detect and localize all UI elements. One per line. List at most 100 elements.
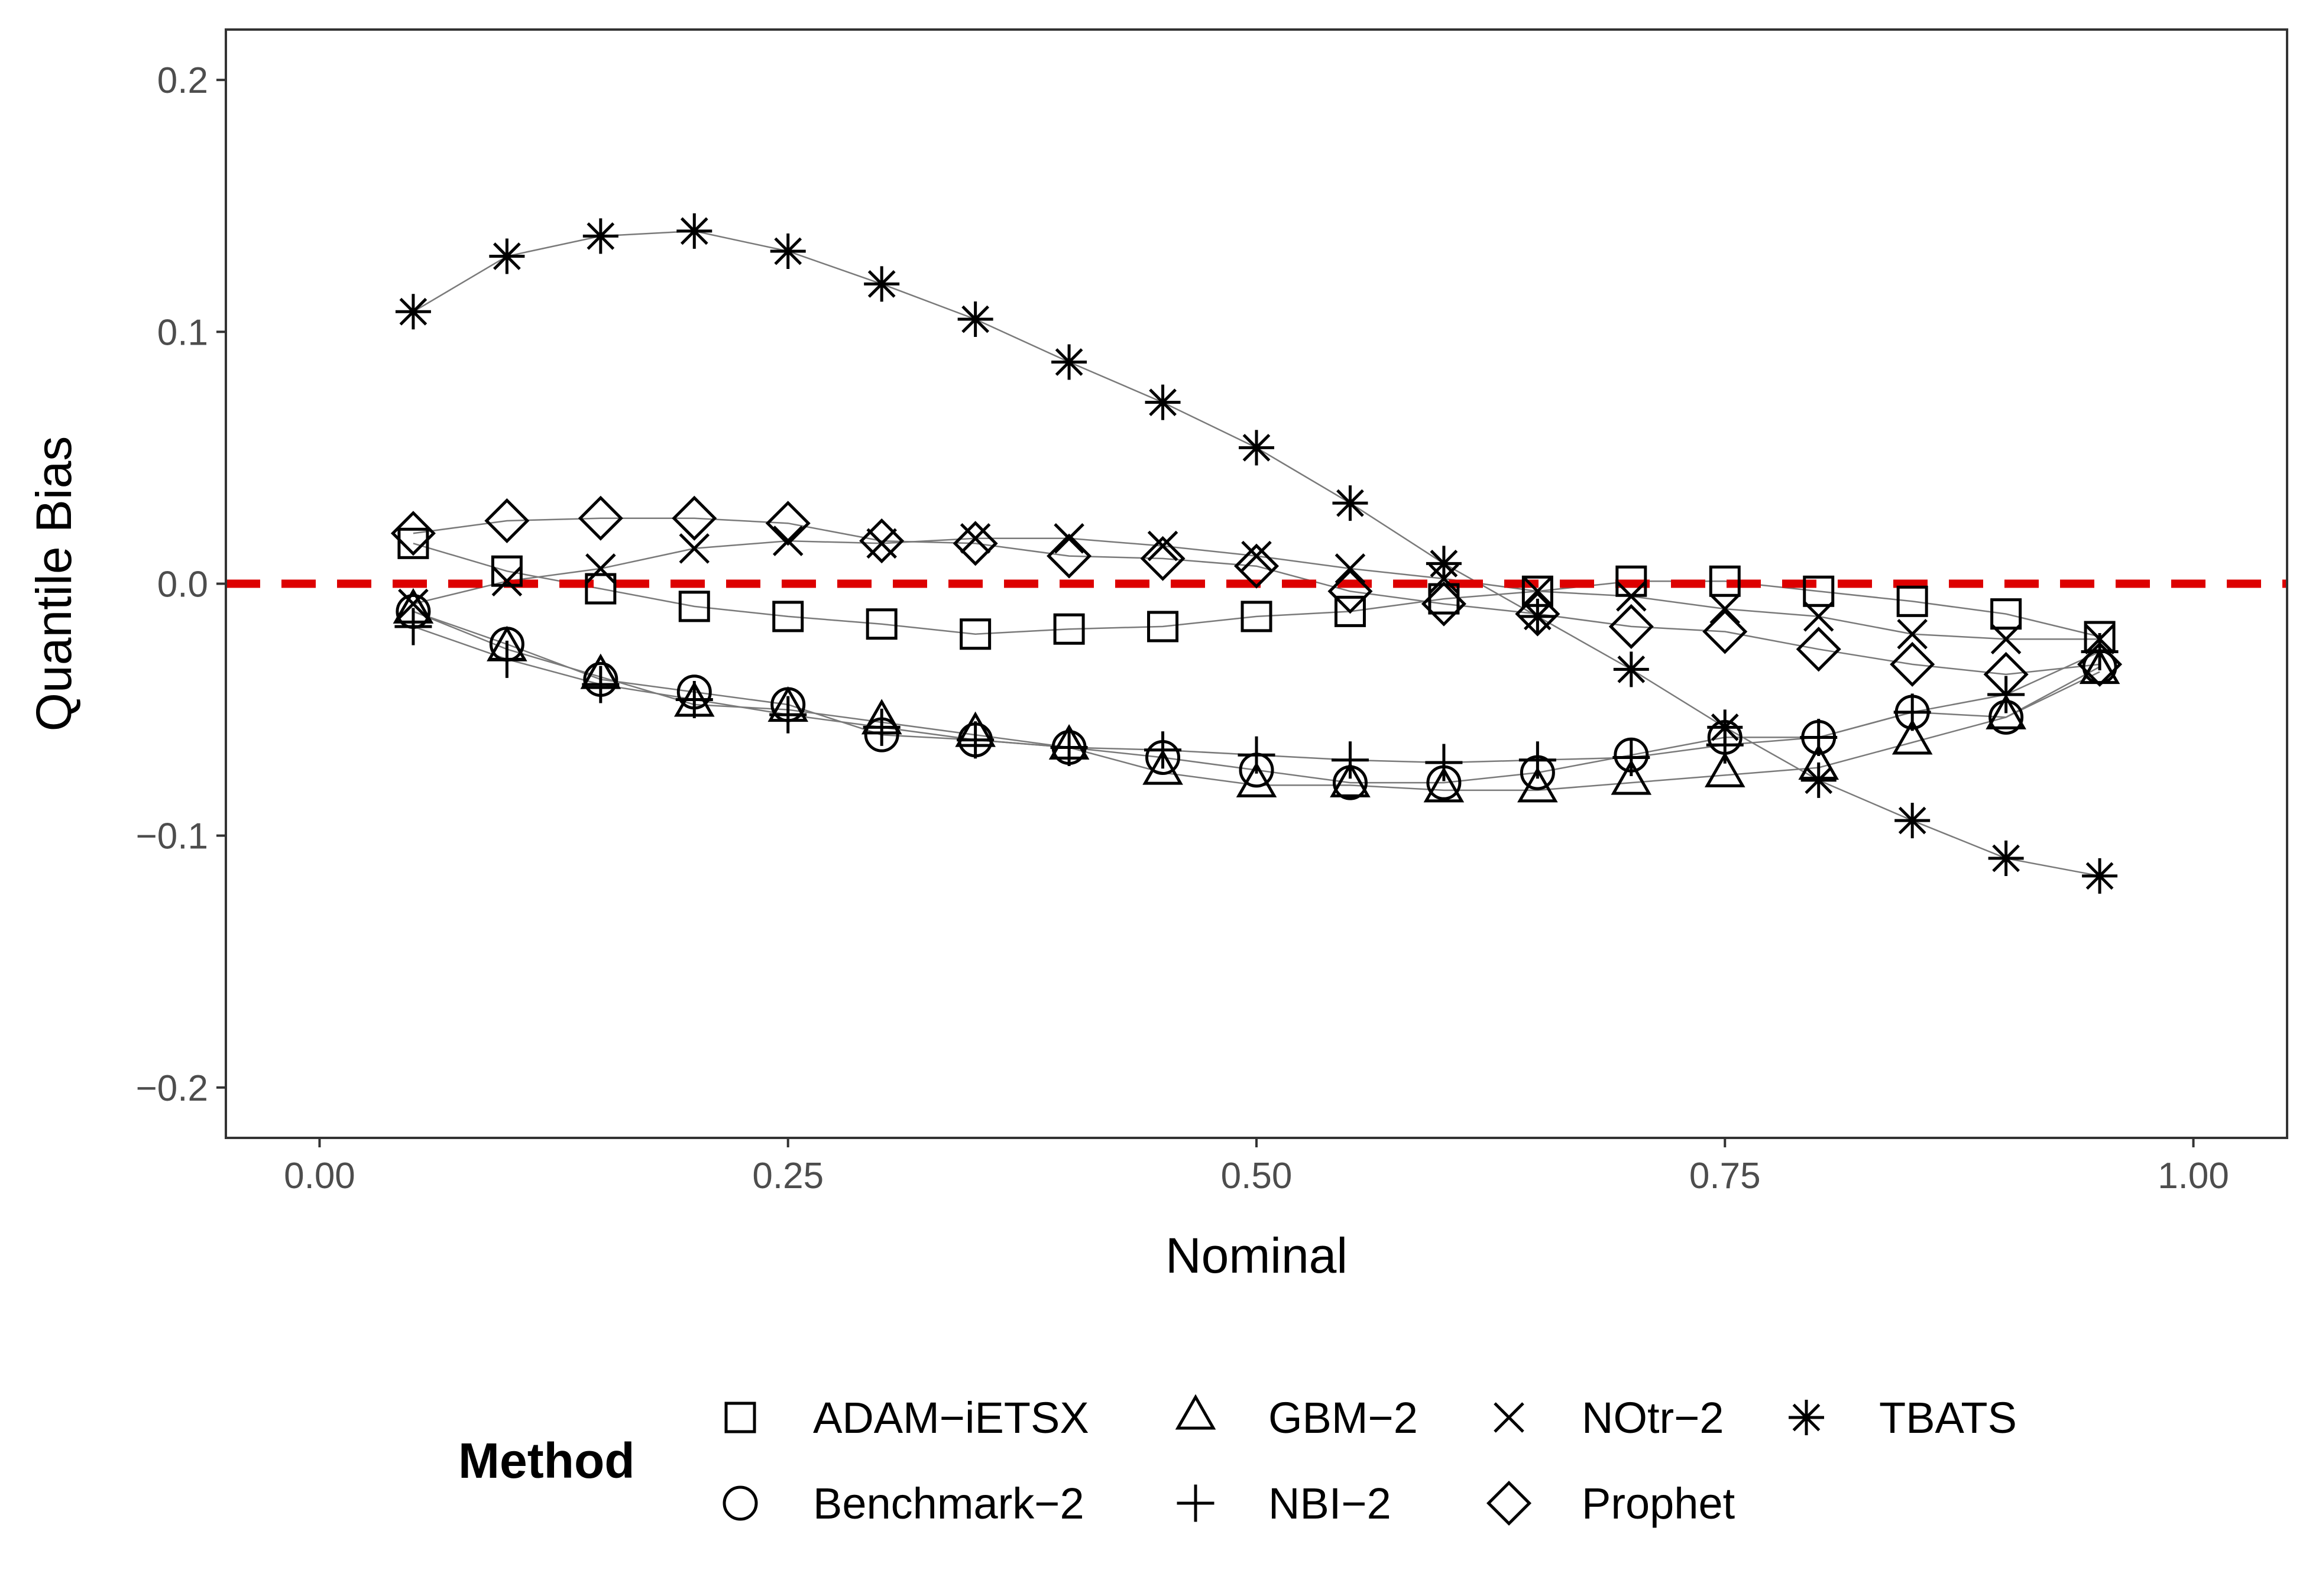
point-notr-2 <box>1990 624 2022 655</box>
point-nbi-2 <box>1800 718 1838 756</box>
point-notr-2 <box>772 525 804 556</box>
axes: 0.00 0.25 0.50 0.75 1.00 −0.2 −0.1 0.0 0.1 0.2 <box>136 60 2229 1196</box>
legend-title: Method <box>458 1433 635 1488</box>
point-gbm-2 <box>2079 648 2120 685</box>
point-adam-ietsx <box>1147 611 1179 643</box>
point-tbats <box>1332 485 1368 521</box>
point-adam-ietsx <box>678 591 710 622</box>
point-notr-2 <box>1054 523 1084 554</box>
point-nbi-2 <box>1238 736 1275 774</box>
point-tbats <box>395 294 431 330</box>
point-adam-ietsx <box>1990 598 2022 630</box>
point-nbi-2 <box>488 640 526 678</box>
point-nbi-2 <box>1518 741 1556 779</box>
point-tbats <box>1426 546 1462 582</box>
point-prophet <box>672 495 717 541</box>
legend-item-nbi-2: NBI−2 <box>1177 1479 1391 1528</box>
point-nbi-2 <box>1144 731 1182 769</box>
point-notr-2 <box>585 553 616 584</box>
point-nbi-2 <box>1331 741 1369 779</box>
series-benchmark-2 <box>396 593 2117 800</box>
point-notr-2 <box>1241 540 1272 572</box>
point-notr-2 <box>491 566 523 597</box>
y-tick-label: −0.1 <box>136 816 208 857</box>
point-nbi-2 <box>957 721 995 759</box>
point-tbats <box>2082 858 2118 894</box>
point-prophet <box>1608 604 1654 649</box>
y-tick-label: 0.1 <box>157 312 208 353</box>
x-tick-label: 0.00 <box>284 1156 355 1196</box>
point-nbi-2 <box>1050 728 1088 766</box>
point-notr-2 <box>960 523 991 554</box>
point-notr-2 <box>1335 553 1366 584</box>
point-notr-2 <box>1897 618 1928 650</box>
series-line-prophet <box>413 517 2100 676</box>
legend-key-tbats <box>1789 1400 1824 1435</box>
series-line-adam-ietsx <box>413 543 2100 638</box>
point-notr-2 <box>1147 530 1178 562</box>
point-nbi-2 <box>1893 693 1931 731</box>
point-nbi-2 <box>675 681 713 719</box>
point-nbi-2 <box>863 708 901 746</box>
point-tbats <box>1800 762 1837 798</box>
point-prophet <box>1702 609 1748 654</box>
point-tbats <box>489 238 525 274</box>
legend-item-tbats: TBATS <box>1789 1393 2017 1442</box>
point-adam-ietsx <box>1053 613 1085 645</box>
point-tbats <box>1145 384 1181 420</box>
y-tick-label: 0.0 <box>157 565 208 605</box>
point-prophet <box>484 498 530 544</box>
legend-item-gbm-2: GBM−2 <box>1175 1393 1418 1442</box>
point-gbm-2 <box>1892 719 1933 755</box>
point-nbi-2 <box>769 696 807 734</box>
y-tick-label: 0.2 <box>157 60 208 101</box>
point-tbats <box>582 218 618 254</box>
point-adam-ietsx <box>397 527 429 559</box>
point-tbats <box>676 213 712 249</box>
point-prophet <box>859 518 905 564</box>
point-nbi-2 <box>1612 739 1650 777</box>
point-notr-2 <box>1709 593 1741 624</box>
x-axis-title: Nominal <box>1165 1228 1348 1283</box>
point-prophet <box>1421 581 1466 627</box>
point-tbats <box>1894 803 1931 839</box>
point-prophet <box>1047 533 1092 579</box>
y-tick-label: −0.2 <box>136 1068 208 1109</box>
y-axis-title: Quantile Bias <box>26 436 82 732</box>
legend-label: ADAM−iETSX <box>813 1393 1089 1442</box>
point-gbm-2 <box>1986 693 2026 729</box>
point-tbats <box>957 301 993 338</box>
point-gbm-2 <box>1330 761 1371 797</box>
point-prophet <box>390 511 436 556</box>
point-adam-ietsx <box>1803 575 1835 607</box>
legend: Method ADAM−iETSX Benchmark−2 GBM−2 NBI−2 NO… <box>458 1393 2017 1528</box>
point-adam-ietsx <box>585 573 617 605</box>
point-nbi-2 <box>582 666 620 703</box>
series-points <box>390 213 2123 894</box>
point-tbats <box>1707 709 1743 745</box>
point-adam-ietsx <box>1334 595 1366 627</box>
legend-label: TBATS <box>1879 1393 2017 1442</box>
legend-key-benchmark-2 <box>723 1485 758 1521</box>
point-prophet <box>1140 536 1186 581</box>
point-tbats <box>770 233 806 269</box>
point-adam-ietsx <box>1896 585 1928 617</box>
point-tbats <box>1239 430 1274 466</box>
point-notr-2 <box>1616 581 1647 612</box>
point-prophet <box>765 501 811 546</box>
point-gbm-2 <box>1704 751 1745 787</box>
series-tbats <box>395 213 2118 894</box>
legend-key-prophet <box>1486 1480 1532 1526</box>
point-prophet <box>578 495 623 541</box>
legend-item-prophet: Prophet <box>1486 1479 1735 1528</box>
legend-label: NOtr−2 <box>1582 1393 1724 1442</box>
point-prophet <box>1796 627 1841 672</box>
point-notr-2 <box>679 533 710 564</box>
point-tbats <box>1520 598 1556 634</box>
legend-label: GBM−2 <box>1268 1393 1418 1442</box>
legend-item-benchmark-2: Benchmark−2 <box>723 1479 1084 1528</box>
point-nbi-2 <box>1425 744 1463 781</box>
legend-label: Benchmark−2 <box>813 1479 1084 1528</box>
